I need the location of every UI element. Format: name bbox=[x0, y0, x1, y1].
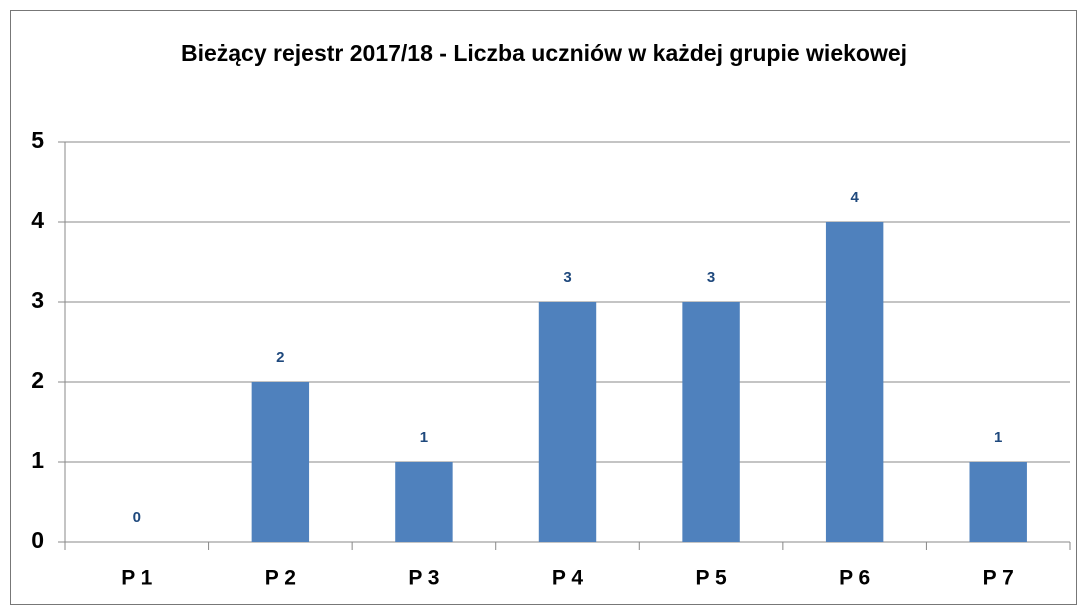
bar bbox=[251, 382, 310, 542]
data-label: 3 bbox=[707, 269, 715, 286]
x-tick-label: P 3 bbox=[408, 567, 439, 590]
x-tick-label: P 5 bbox=[695, 567, 726, 590]
x-tick-label: P 4 bbox=[552, 567, 583, 590]
x-tick-label: P 6 bbox=[839, 567, 870, 590]
data-label: 1 bbox=[420, 429, 428, 446]
x-tick-label: P 2 bbox=[265, 567, 296, 590]
y-tick-label: 4 bbox=[31, 207, 44, 233]
y-tick-label: 3 bbox=[31, 287, 44, 313]
bar bbox=[395, 462, 453, 542]
data-label: 2 bbox=[276, 349, 284, 366]
y-tick-label: 5 bbox=[31, 127, 44, 153]
x-tick-label: P 7 bbox=[983, 567, 1014, 590]
bar bbox=[538, 302, 597, 542]
data-label: 0 bbox=[133, 509, 141, 526]
bar bbox=[682, 302, 740, 542]
y-tick-label: 1 bbox=[31, 447, 44, 473]
y-tick-label: 0 bbox=[31, 527, 44, 553]
data-label: 3 bbox=[563, 269, 571, 286]
data-label: 1 bbox=[994, 429, 1002, 446]
y-tick-label: 2 bbox=[31, 367, 44, 393]
bar bbox=[969, 462, 1027, 542]
x-tick-label: P 1 bbox=[121, 567, 152, 590]
chart-title: Bieżący rejestr 2017/18 - Liczba uczniów… bbox=[180, 40, 908, 66]
bar bbox=[825, 222, 884, 542]
data-label: 4 bbox=[850, 189, 859, 206]
